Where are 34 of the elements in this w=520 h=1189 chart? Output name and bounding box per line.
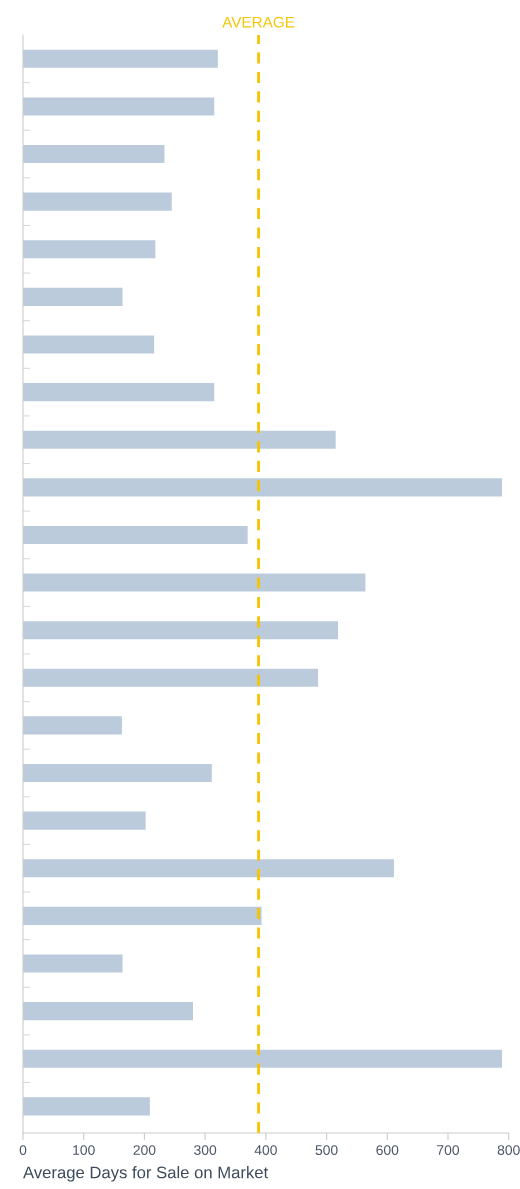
x-tick-label: 200 — [133, 1145, 156, 1156]
bar — [23, 192, 172, 211]
bar — [23, 763, 212, 783]
x-tick-label: 800 — [497, 1145, 520, 1156]
bar — [23, 1097, 150, 1116]
x-tick-label: 100 — [73, 1145, 95, 1156]
x-tick-label: 400 — [254, 1145, 277, 1156]
bar — [23, 811, 146, 830]
x-tick-label: 300 — [194, 1145, 217, 1156]
x-tick-label: 600 — [376, 1145, 399, 1156]
bar — [23, 621, 339, 640]
bar — [23, 954, 123, 973]
bar — [23, 383, 215, 402]
bar — [23, 240, 156, 259]
bar — [23, 668, 319, 687]
bar — [23, 49, 218, 68]
bar — [23, 573, 366, 592]
ref-line-label: AVERAGE — [222, 16, 295, 28]
bar — [23, 525, 248, 544]
bar — [23, 97, 215, 116]
bar — [23, 1002, 193, 1021]
x-tick-label: 500 — [315, 1145, 338, 1156]
bar — [23, 859, 394, 878]
x-tick-label: 0 — [19, 1145, 27, 1156]
bar — [23, 430, 336, 449]
bar — [23, 906, 262, 925]
bar — [23, 335, 155, 354]
bar — [23, 287, 123, 306]
x-axis-title: Average Days for Sale on Market — [23, 1166, 269, 1182]
bar — [23, 716, 122, 735]
bar — [23, 478, 503, 497]
bar — [23, 144, 165, 164]
bar — [23, 1049, 503, 1068]
x-tick-label: 700 — [437, 1145, 460, 1156]
